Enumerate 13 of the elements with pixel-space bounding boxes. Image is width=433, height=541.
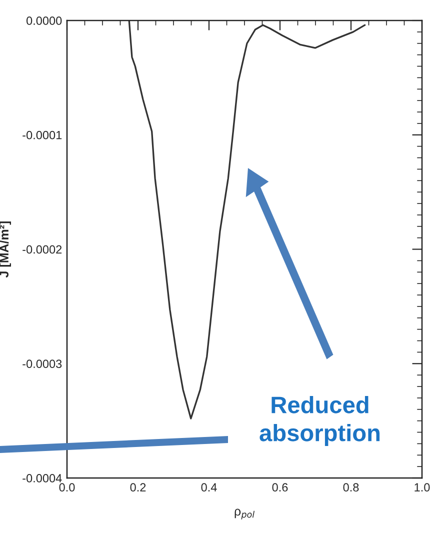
x-tick-label: 0.0 <box>59 483 75 492</box>
y-tick-label: -0.0002 <box>22 245 62 254</box>
x-tick-label: 0.2 <box>130 483 146 492</box>
y-tick-label: -0.0001 <box>22 130 62 140</box>
x-tick-label: 0.6 <box>272 483 288 492</box>
annotation: Reduced absorption <box>260 396 380 446</box>
y-tick-label: 0.0000 <box>26 16 62 25</box>
y-tick-label: -0.0004 <box>22 474 62 482</box>
x-axis-title: ρ$_{pol}$ <box>234 508 255 520</box>
x-tick-label: 0.8 <box>343 483 359 492</box>
x-tick-label: 0.4 <box>201 483 217 492</box>
y-tick-label: -0.0003 <box>22 360 62 368</box>
x-tick-label: 1.0 <box>414 483 430 492</box>
